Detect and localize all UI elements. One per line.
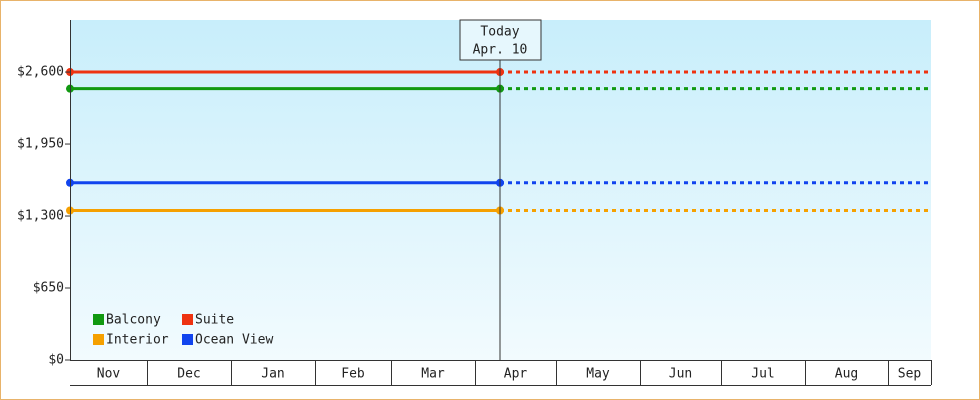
legend-label: Ocean View	[195, 333, 273, 348]
today-title: Today	[480, 25, 519, 40]
x-tick-label: Dec	[177, 367, 200, 382]
x-tick-label: Sep	[898, 367, 922, 382]
y-tick-label: $0	[48, 353, 64, 368]
x-tick-label: Mar	[421, 367, 445, 382]
y-tick-label: $2,600	[17, 65, 64, 80]
today-box	[459, 19, 542, 61]
legend-swatch	[93, 314, 104, 325]
legend-swatch	[182, 334, 193, 345]
x-tick-label: Feb	[341, 367, 365, 382]
x-tick-label: Jul	[751, 367, 774, 382]
legend-label: Interior	[106, 333, 169, 348]
x-tick-label: Jan	[261, 367, 284, 382]
x-tick-label: Apr	[504, 367, 528, 382]
x-tick-label: Aug	[835, 367, 858, 382]
y-tick-label: $1,950	[17, 137, 64, 152]
legend-swatch	[182, 314, 193, 325]
legend-swatch	[93, 334, 104, 345]
x-tick-label: May	[586, 367, 610, 382]
y-tick-label: $650	[33, 281, 64, 296]
legend-label: Suite	[195, 313, 234, 328]
legend-label: Balcony	[106, 313, 161, 328]
x-tick-label: Jun	[669, 367, 692, 382]
x-tick-label: Nov	[97, 367, 121, 382]
y-tick-label: $1,300	[17, 209, 64, 224]
today-date: Apr. 10	[473, 43, 528, 58]
